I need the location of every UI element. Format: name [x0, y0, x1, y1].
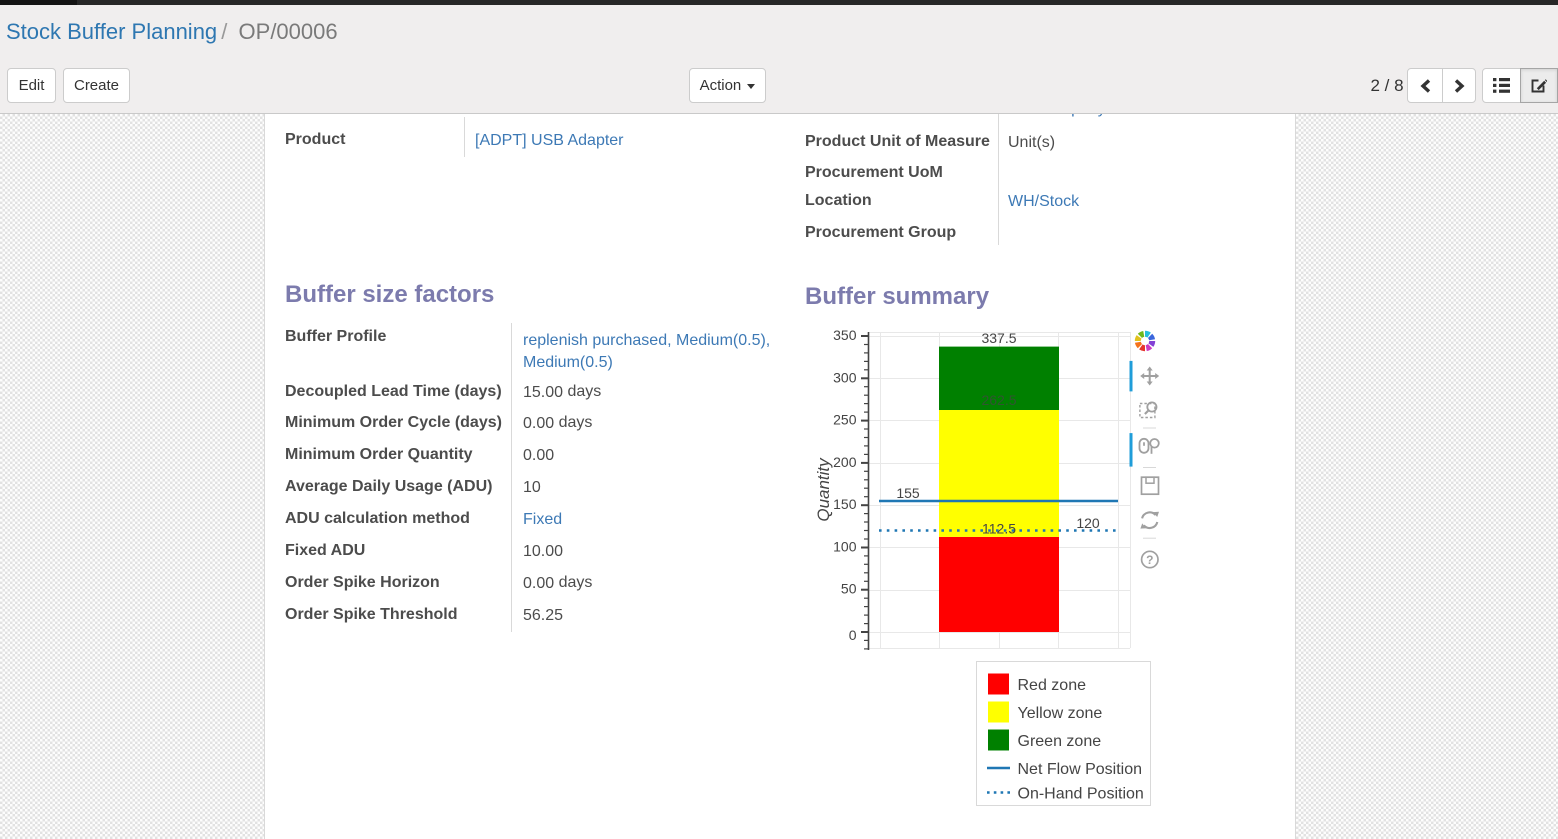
svg-text:112.5: 112.5 — [982, 521, 1016, 537]
svg-text:Green zone: Green zone — [1018, 733, 1102, 750]
svg-text:250: 250 — [833, 412, 857, 428]
svg-text:300: 300 — [833, 369, 857, 385]
svg-text:Yellow zone: Yellow zone — [1018, 705, 1103, 722]
svg-text:262.5: 262.5 — [981, 392, 1016, 408]
svg-text:Red zone: Red zone — [1018, 677, 1087, 694]
svg-text:100: 100 — [833, 539, 857, 555]
svg-text:On-Hand Position: On-Hand Position — [1018, 786, 1144, 803]
svg-text:200: 200 — [833, 454, 857, 470]
svg-text:0: 0 — [849, 627, 857, 643]
svg-text:337.5: 337.5 — [981, 330, 1016, 346]
svg-text:150: 150 — [833, 496, 857, 512]
svg-text:350: 350 — [833, 327, 857, 343]
svg-text:Quantity: Quantity — [814, 457, 833, 522]
svg-text:120: 120 — [1076, 515, 1100, 531]
svg-text:?: ? — [1146, 553, 1153, 567]
svg-text:155: 155 — [896, 485, 920, 501]
svg-text:50: 50 — [841, 581, 857, 597]
svg-text:Net Flow Position: Net Flow Position — [1018, 761, 1143, 778]
